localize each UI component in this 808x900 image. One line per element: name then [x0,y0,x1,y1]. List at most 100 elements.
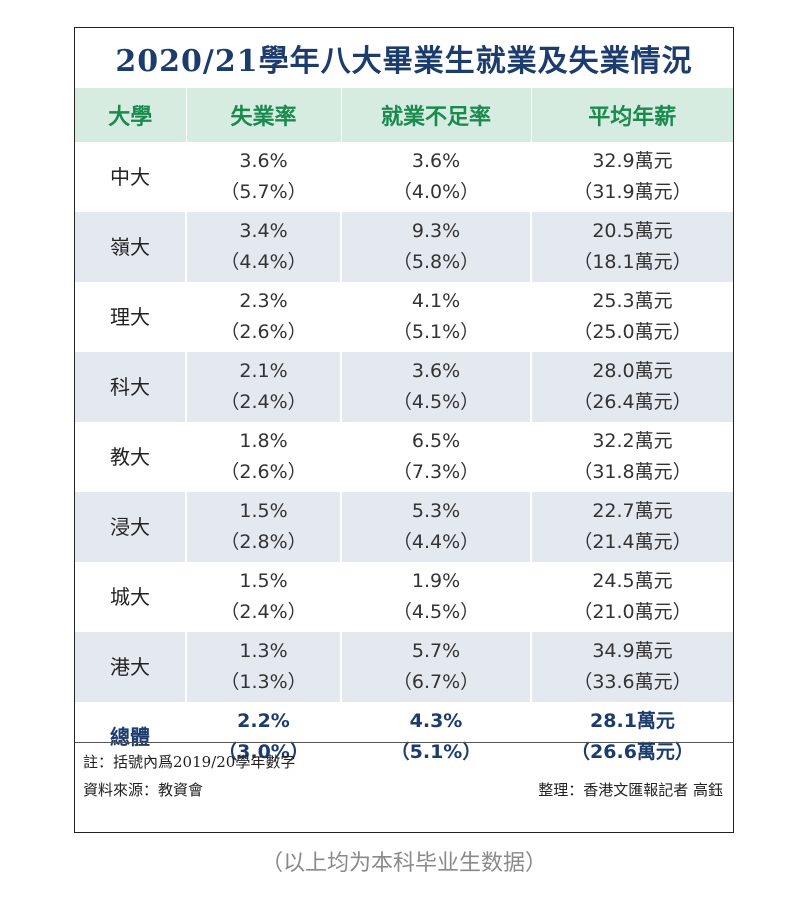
underemployment-cell: 4.1% （5.1%） [340,282,531,352]
unemployment-cell: 1.5% （2.8%） [185,492,341,562]
current-value: 2.2% [237,710,290,732]
previous-value: （25.0萬元） [573,321,692,343]
table-footer: 註：括號內爲2019/20學年數字 資料來源：教資會 整理：香港文匯報記者 高鈺 [75,742,733,833]
current-value: 34.9萬元 [592,640,673,662]
current-value: 1.3% [239,640,288,662]
table-row: 教大 1.8% （2.6%） 6.5% （7.3%） 32.2萬元 （31.8萬元） [75,422,733,492]
current-value: 4.3% [409,710,463,732]
underemployment-cell: 1.9% （4.5%） [340,562,531,632]
salary-cell: 32.9萬元 （31.9萬元） [530,142,733,212]
underemployment-cell: 9.3% （5.8%） [340,212,531,282]
caption: （以上均为本科毕业生数据） [260,851,547,876]
header-university: 大學 [75,88,186,142]
header-underemployment: 就業不足率 [340,88,531,142]
salary-cell: 32.2萬元 （31.8萬元） [530,422,733,492]
salary-cell: 28.0萬元 （26.4萬元） [530,352,733,422]
previous-value: （31.9萬元） [573,181,692,203]
previous-value: （4.5%） [392,601,480,623]
employment-table: 大學 失業率 就業不足率 平均年薪 中大 3.6% （5.7%） 3.6% （4.0%）… [75,88,733,772]
table-row: 港大 1.3% （1.3%） 5.7% （6.7%） 34.9萬元 （33.6萬元） [75,632,733,702]
previous-value: （31.8萬元） [573,461,692,483]
salary-cell: 20.5萬元 （18.1萬元） [530,212,733,282]
current-value: 1.8% [239,430,288,452]
current-value: 9.3% [411,220,461,242]
previous-value: （5.7%） [220,181,307,203]
current-value: 1.5% [239,500,288,522]
university-cell: 理大 [75,282,186,352]
table-row: 科大 2.1% （2.4%） 3.6% （4.5%） 28.0萬元 （26.4萬元） [75,352,733,422]
underemployment-cell: 6.5% （7.3%） [340,422,531,492]
previous-value: （1.3%） [220,671,307,693]
table-title: 2020/21學年八大畢業生就業及失業情況 [115,44,693,79]
current-value: 4.1% [411,290,461,312]
salary-cell: 34.9萬元 （33.6萬元） [530,632,733,702]
previous-value: （2.4%） [220,391,307,413]
current-value: 2.3% [239,290,288,312]
previous-value: （21.0萬元） [573,601,692,623]
current-value: 22.7萬元 [592,500,673,522]
current-value: 24.5萬元 [592,570,673,592]
university-cell: 嶺大 [75,212,186,282]
previous-value: （4.4%） [392,531,480,553]
header-unemployment: 失業率 [185,88,341,142]
unemployment-cell: 2.3% （2.6%） [185,282,341,352]
previous-value: （4.5%） [392,391,480,413]
current-value: 1.5% [239,570,288,592]
underemployment-cell: 3.6% （4.5%） [340,352,531,422]
unemployment-cell: 1.3% （1.3%） [185,632,341,702]
current-value: 1.9% [411,570,461,592]
current-value: 3.6% [239,150,288,172]
previous-value: （2.4%） [220,601,307,623]
previous-value: （26.6萬元） [571,741,694,763]
salary-cell: 24.5萬元 （21.0萬元） [530,562,733,632]
previous-value: （3.0%） [218,741,309,763]
table-row: 城大 1.5% （2.4%） 1.9% （4.5%） 24.5萬元 （21.0萬元） [75,562,733,632]
previous-value: （5.1%） [392,321,480,343]
credit-note: 整理：香港文匯報記者 高鈺 [538,781,723,799]
underemployment-cell: 3.6% （4.0%） [340,142,531,212]
university-cell: 教大 [75,422,186,492]
salary-cell: 22.7萬元 （21.4萬元） [530,492,733,562]
university-cell: 科大 [75,352,186,422]
current-value: 28.0萬元 [592,360,673,382]
unemployment-cell: 1.5% （2.4%） [185,562,341,632]
previous-value: （21.4萬元） [573,531,692,553]
university-cell: 中大 [75,142,186,212]
underemployment-cell: 5.3% （4.4%） [340,492,531,562]
current-value: 3.6% [411,360,461,382]
previous-value: （26.4萬元） [573,391,692,413]
university-cell: 港大 [75,632,186,702]
current-value: 5.7% [411,640,461,662]
previous-value: （4.4%） [220,251,307,273]
current-value: 6.5% [411,430,461,452]
unemployment-cell: 2.2% （3.0%） [185,702,341,772]
current-value: 5.3% [411,500,461,522]
unemployment-cell: 2.1% （2.4%） [185,352,341,422]
underemployment-cell: 4.3% （5.1%） [340,702,531,772]
total-row: 總體 2.2% （3.0%） 4.3% （5.1%） 28.1萬元 （26.6萬元） [75,702,733,772]
current-value: 3.4% [239,220,288,242]
previous-value: （7.3%） [392,461,480,483]
previous-value: （33.6萬元） [573,671,692,693]
unemployment-cell: 1.8% （2.6%） [185,422,341,492]
table-row: 嶺大 3.4% （4.4%） 9.3% （5.8%） 20.5萬元 （18.1萬元） [75,212,733,282]
underemployment-cell: 5.7% （6.7%） [340,632,531,702]
table-row: 中大 3.6% （5.7%） 3.6% （4.0%） 32.9萬元 （31.9萬元） [75,142,733,212]
footnote: 註：括號內爲2019/20學年數字 [83,753,296,771]
previous-value: （2.8%） [220,531,307,553]
university-cell: 城大 [75,562,186,632]
university-cell: 總體 [75,702,186,772]
previous-value: （5.1%） [390,741,482,763]
previous-value: （4.0%） [392,181,480,203]
current-value: 25.3萬元 [592,290,673,312]
previous-value: （2.6%） [220,321,307,343]
previous-value: （5.8%） [392,251,480,273]
previous-value: （18.1萬元） [573,251,692,273]
unemployment-cell: 3.6% （5.7%） [185,142,341,212]
previous-value: （2.6%） [220,461,307,483]
current-value: 2.1% [239,360,288,382]
table-row: 理大 2.3% （2.6%） 4.1% （5.1%） 25.3萬元 （25.0萬元） [75,282,733,352]
university-cell: 浸大 [75,492,186,562]
salary-cell: 28.1萬元 （26.6萬元） [530,702,733,772]
header-salary: 平均年薪 [530,88,733,142]
